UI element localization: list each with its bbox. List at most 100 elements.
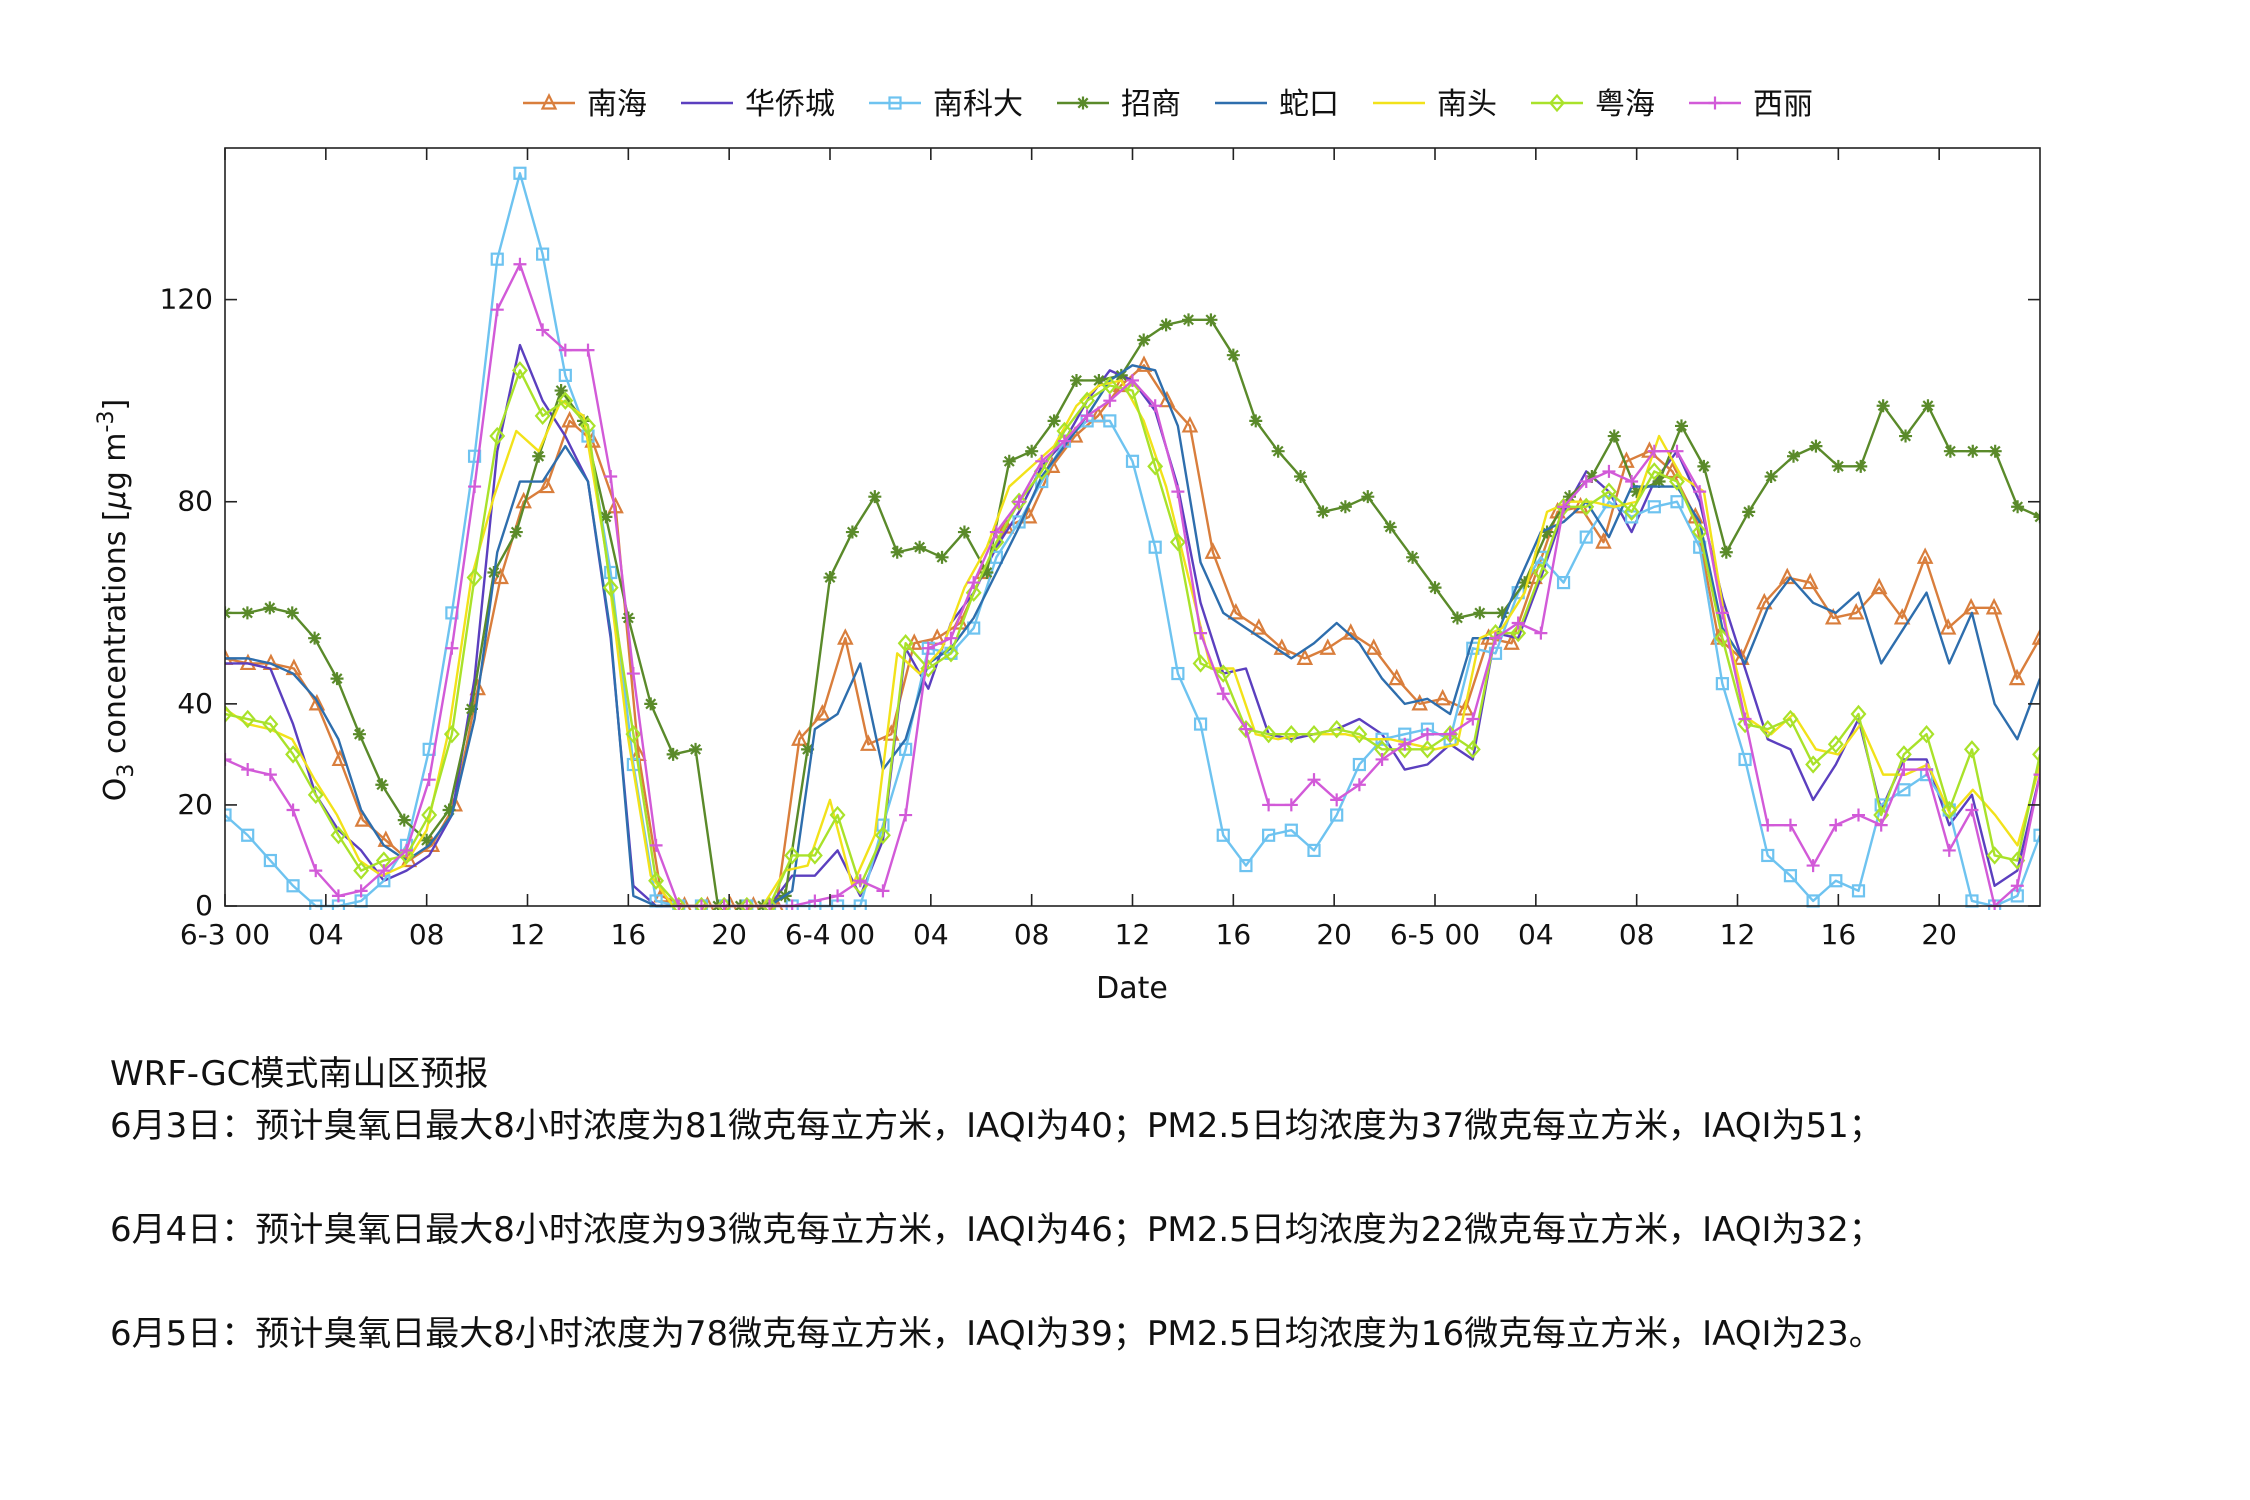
data-point [1284,823,1298,837]
data-point [464,702,478,716]
y-tick-label: 120 [160,283,213,316]
data-point [1239,722,1253,736]
data-point [1759,719,1776,739]
data-point [1079,391,1096,410]
series-line [225,379,2040,908]
data-point [420,833,434,847]
data-point [1943,444,1957,458]
data-point [1719,545,1733,559]
data-point [1852,808,1865,822]
data-point [1742,505,1756,519]
data-point [2032,745,2040,764]
data-point [1012,495,1026,509]
series-1 [225,355,2040,910]
data-point [1708,96,1722,110]
data-point [445,641,459,655]
legend-item: 南头 [1373,87,1497,122]
data-point [957,525,971,539]
legend-label: 西丽 [1753,87,1813,122]
data-point [1897,783,1911,797]
legend-item: 粤海 [1531,87,1655,122]
data-point [1137,333,1151,347]
data-point [935,550,949,564]
data-point [1216,828,1230,842]
data-point [1602,464,1616,478]
data-point [1294,469,1308,483]
data-point [561,410,578,428]
data-point [1895,745,1912,764]
plot-area [225,166,2040,910]
data-point [1383,520,1397,534]
data-point [1025,444,1039,458]
data-point [738,896,755,910]
data-point [1737,714,1754,734]
data-point [899,742,913,756]
data-point [513,257,527,271]
data-point [1148,540,1162,554]
data-point [967,576,981,590]
data-point [263,853,277,868]
data-point [513,166,527,180]
data-point [225,752,232,766]
data-point [1352,757,1366,772]
data-point [1985,597,2003,615]
data-point [1057,434,1071,448]
data-point [1806,859,1820,873]
data-point [1756,592,1773,610]
data-point [240,606,254,620]
data-point [689,742,703,756]
data-point [829,805,846,825]
chart-legend: 南海 华侨城 南科大 招商 蛇口 南头 粤海 西丽 [523,87,1813,122]
legend-label: 南海 [587,87,647,122]
data-point [1518,576,1532,590]
data-point [1761,848,1775,863]
data-point [853,874,867,888]
data-point [1239,858,1253,873]
data-point [2031,628,2040,645]
data-point [1829,874,1843,888]
data-point [913,540,927,554]
data-point [944,631,958,645]
data-point [693,896,710,910]
data-point [2033,828,2040,842]
data-point [1965,803,1979,817]
data-point [1262,798,1276,812]
data-point [1457,698,1474,716]
notes-title: WRF-GC模式南山区预报 [110,1054,489,1094]
x-tick-label: 6-3 00 [180,918,270,951]
data-point [354,884,368,898]
x-tick-label: 16 [1821,918,1857,951]
legend-item: 招商 [1057,87,1181,122]
data-point [554,384,568,398]
data-point [1897,763,1911,777]
data-point [1419,740,1436,759]
data-point [308,693,326,711]
data-point [1809,439,1823,453]
data-point [1870,577,1888,595]
data-point [1647,444,1661,458]
data-point [1511,616,1525,630]
data-point [1365,638,1383,655]
data-point [604,565,618,580]
data-point [1579,475,1593,489]
data-point [377,864,391,878]
data-point [534,406,551,426]
y-tick-label: 0 [195,889,213,922]
x-tick-label: 12 [1720,918,1756,951]
series-3 [225,166,2040,910]
data-point [536,323,550,337]
data-point [1921,399,1935,413]
data-point [1669,472,1685,491]
data-point [511,361,528,380]
data-point [307,785,324,805]
data-point [1691,522,1708,542]
data-point [466,568,483,587]
data-point [823,571,837,585]
data-point [791,729,808,746]
data-point [1851,884,1866,898]
data-point [1307,843,1321,858]
data-point [1540,525,1554,539]
data-point [1549,93,1565,113]
data-point [1600,482,1617,501]
data-point [1664,461,1681,479]
